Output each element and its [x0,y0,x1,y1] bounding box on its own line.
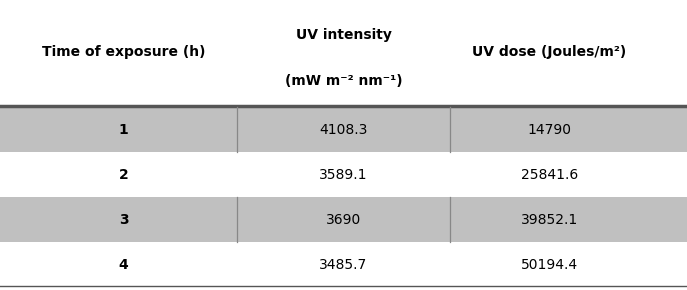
Text: UV dose (Joules/m²): UV dose (Joules/m²) [473,45,627,59]
Text: 50194.4: 50194.4 [521,258,578,272]
FancyBboxPatch shape [0,242,687,287]
Text: 39852.1: 39852.1 [521,213,578,227]
Text: 1: 1 [119,123,128,137]
Text: 25841.6: 25841.6 [521,168,578,182]
Text: 3589.1: 3589.1 [319,168,368,182]
Text: 3690: 3690 [326,213,361,227]
Text: 3485.7: 3485.7 [319,258,368,272]
Text: 14790: 14790 [528,123,572,137]
Text: UV intensity: UV intensity [295,28,392,42]
FancyBboxPatch shape [0,107,687,152]
Text: (mW m⁻² nm⁻¹): (mW m⁻² nm⁻¹) [284,74,403,88]
FancyBboxPatch shape [0,197,687,242]
Text: 4: 4 [119,258,128,272]
FancyBboxPatch shape [0,152,687,197]
Text: 4108.3: 4108.3 [319,123,368,137]
Text: 2: 2 [119,168,128,182]
Text: Time of exposure (h): Time of exposure (h) [42,45,205,59]
Text: 3: 3 [119,213,128,227]
